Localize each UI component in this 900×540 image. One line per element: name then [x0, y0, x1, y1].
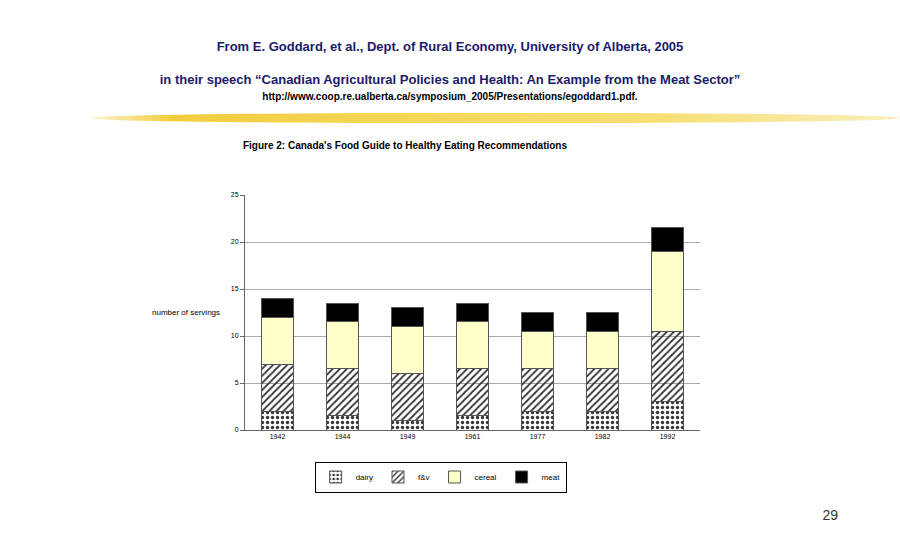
svg-text:1949: 1949: [400, 433, 416, 440]
html-text:From E. Goddard, et al., Dept.: From E. Goddard, et al., Dept. of Rural …: [216, 39, 684, 54]
svg-text:15: 15: [231, 285, 239, 292]
svg-text:0: 0: [235, 426, 239, 433]
svg-text:20: 20: [231, 238, 239, 245]
svg-text:1982: 1982: [595, 433, 611, 440]
svg-text:Figure 2: Canada's Food Guide: Figure 2: Canada's Food Guide to Healthy…: [243, 140, 568, 151]
svg-text:1942: 1942: [270, 433, 286, 440]
html-text:http://www.coop.re.ualberta.ca: http://www.coop.re.ualberta.ca/symposium…: [262, 91, 638, 102]
svg-text:dairy: dairy: [356, 473, 373, 482]
svg-text:25: 25: [231, 191, 239, 198]
svg-text:cereal: cereal: [475, 473, 497, 482]
svg-text:1977: 1977: [530, 433, 546, 440]
svg-text:1961: 1961: [465, 433, 481, 440]
svg-text:5: 5: [235, 379, 239, 386]
html-text:29: 29: [822, 507, 838, 523]
svg-text:number of servings: number of servings: [152, 308, 220, 317]
html-text:in their speech “Canadian Agri: in their speech “Canadian Agricultural P…: [159, 72, 741, 87]
svg-text:1992: 1992: [660, 433, 676, 440]
svg-text:f&v: f&v: [418, 473, 430, 482]
svg-text:1944: 1944: [335, 433, 351, 440]
svg-text:meat: meat: [542, 473, 561, 482]
svg-text:10: 10: [231, 332, 239, 339]
